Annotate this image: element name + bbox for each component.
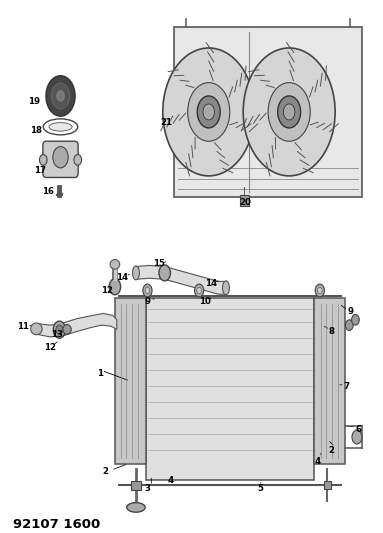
Text: 20: 20 (239, 198, 251, 207)
Ellipse shape (49, 123, 72, 131)
Ellipse shape (127, 503, 145, 512)
Bar (174, 27, 362, 197)
Circle shape (109, 279, 121, 295)
Text: 10: 10 (199, 297, 211, 305)
Text: 2: 2 (328, 446, 334, 455)
Circle shape (53, 147, 68, 168)
Circle shape (195, 284, 204, 297)
Circle shape (159, 265, 170, 281)
Text: 13: 13 (51, 330, 64, 338)
Circle shape (315, 284, 324, 297)
Circle shape (243, 48, 335, 176)
Text: 12: 12 (44, 343, 56, 352)
Circle shape (197, 96, 220, 128)
Bar (146, 298, 314, 480)
Text: 5: 5 (257, 484, 264, 493)
Text: 18: 18 (30, 126, 43, 135)
Text: 4: 4 (315, 457, 321, 465)
Bar (240, 195, 249, 206)
Bar (131, 481, 141, 490)
Text: 8: 8 (328, 327, 334, 336)
Text: 14: 14 (116, 273, 129, 281)
Text: 19: 19 (28, 97, 41, 106)
Circle shape (46, 76, 75, 116)
FancyBboxPatch shape (43, 141, 78, 177)
Text: 14: 14 (205, 279, 217, 288)
Bar (314, 298, 345, 464)
Text: 12: 12 (101, 286, 113, 295)
Circle shape (74, 155, 82, 165)
Text: 92107 1600: 92107 1600 (13, 518, 101, 531)
Ellipse shape (223, 281, 229, 295)
Text: 16: 16 (42, 188, 54, 196)
Circle shape (56, 325, 63, 335)
Circle shape (352, 314, 359, 325)
Circle shape (39, 155, 47, 165)
Circle shape (278, 96, 301, 128)
Text: 2: 2 (102, 467, 108, 476)
Text: 9: 9 (347, 308, 354, 316)
Circle shape (57, 91, 64, 101)
Text: 4: 4 (167, 477, 173, 485)
Circle shape (188, 83, 230, 141)
Ellipse shape (133, 266, 139, 280)
Circle shape (163, 48, 255, 176)
Circle shape (345, 320, 353, 330)
Circle shape (268, 83, 310, 141)
Polygon shape (136, 265, 226, 294)
Ellipse shape (63, 325, 71, 334)
Text: 15: 15 (153, 260, 165, 268)
Circle shape (203, 104, 214, 120)
Bar (324, 481, 331, 489)
Text: 1: 1 (97, 369, 103, 377)
Circle shape (53, 321, 65, 338)
Circle shape (283, 104, 295, 120)
Circle shape (51, 83, 70, 109)
Text: 21: 21 (160, 118, 173, 127)
Text: 11: 11 (17, 322, 29, 330)
Text: 17: 17 (34, 166, 46, 175)
Ellipse shape (110, 260, 119, 269)
Circle shape (352, 430, 362, 444)
Text: 7: 7 (344, 382, 350, 391)
Bar (115, 298, 146, 464)
Circle shape (145, 287, 150, 294)
Circle shape (197, 287, 201, 294)
Circle shape (318, 287, 322, 294)
Ellipse shape (31, 323, 42, 335)
Text: 9: 9 (144, 297, 151, 305)
Text: 3: 3 (144, 484, 151, 493)
Circle shape (143, 284, 152, 297)
Polygon shape (36, 313, 117, 337)
Text: 6: 6 (355, 425, 361, 433)
